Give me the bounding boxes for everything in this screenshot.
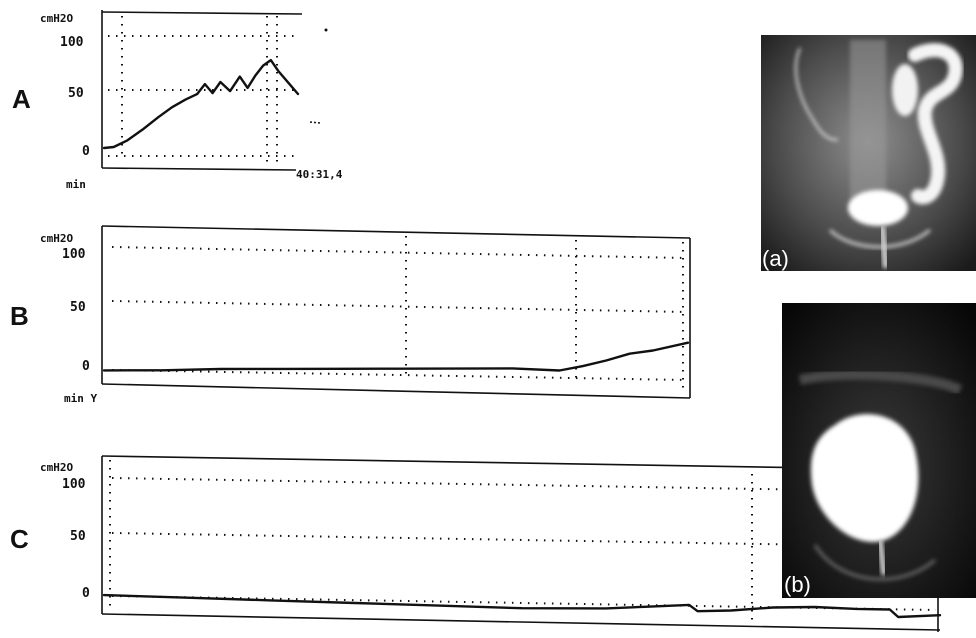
speck-a [324,28,328,32]
panel-b: B cmH2O 100 50 0 min Y [10,225,691,405]
x-label-b: min Y [64,392,97,405]
radiograph-b: (b) [782,303,976,598]
gridline-b-0 [111,369,687,381]
image-label-a: (a) [762,246,789,271]
y-tick-c-50: 50 [70,529,86,544]
y-tick-b-100: 100 [62,247,86,262]
y-tick-a-100: 100 [60,35,84,50]
gridline-c-0 [111,595,937,611]
axis-bottom-b [101,383,691,399]
panel-letter-b: B [10,301,29,331]
y-tick-c-100: 100 [62,477,86,492]
panel-letter-a: A [12,84,31,114]
radiograph-a: (a) [761,35,976,271]
image-label-b: (b) [784,572,811,597]
gridline-c-100 [111,477,937,493]
y-tick-b-0: 0 [82,359,90,374]
gridline-b-50 [111,300,687,313]
axis-top-b [101,225,691,239]
y-unit-a: cmH2O [40,12,73,25]
pelvic-shadow [798,369,963,395]
trace-b [102,341,690,372]
urethra-b [877,539,887,576]
trace-c [102,593,942,619]
marker-a [309,121,321,124]
bladder-shape-a [848,190,908,226]
urethra-a [879,225,889,269]
panel-a: A cmH2O 100 50 0 min 40:31,4 [12,10,343,191]
y-unit-c: cmH2O [40,461,73,474]
ureter-shape [908,43,963,205]
kidney-shape [892,64,918,116]
axis-bottom-a [101,167,297,171]
gridline-c-50 [111,532,937,548]
axis-top-a [101,11,303,15]
bladder-shape-b [810,414,919,542]
time-label-a: 40:31,4 [296,168,343,181]
trace-a [102,58,300,150]
spine-shape [850,40,886,210]
x-label-a: min [66,178,86,191]
y-unit-b: cmH2O [40,232,73,245]
gridline-b-100 [111,246,687,259]
pelvis-outline [828,228,931,249]
axis-bottom-c [101,613,941,631]
catheter-line [795,47,839,141]
panel-letter-c: C [10,524,29,554]
y-tick-c-0: 0 [82,586,90,601]
pelvic-ring [813,544,936,581]
y-tick-b-50: 50 [70,300,86,315]
y-tick-a-50: 50 [68,86,84,101]
y-tick-a-0: 0 [82,144,90,159]
